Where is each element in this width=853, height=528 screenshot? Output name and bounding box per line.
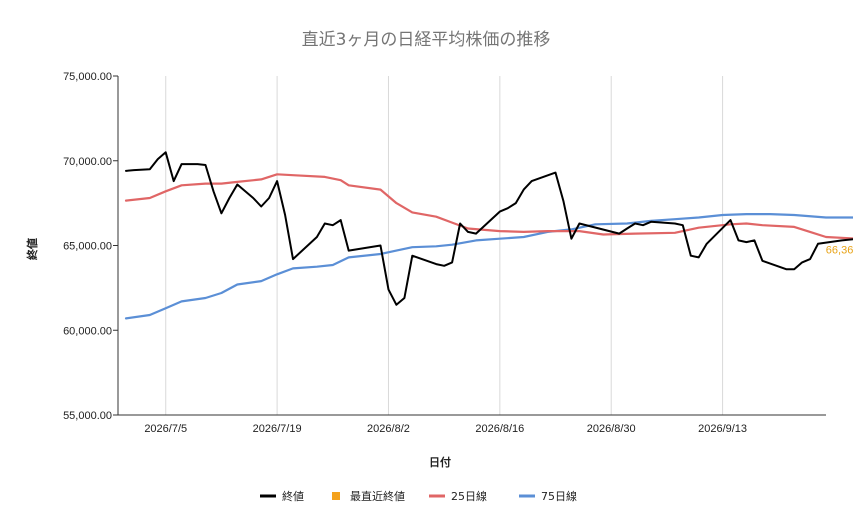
y-tick-label: 75,000.00 [63,71,112,83]
legend-label: 最直近終値 [350,489,405,503]
x-tick-label: 2026/7/5 [144,423,187,435]
legend-label: 終値 [282,489,304,503]
x-axis-title: 日付 [429,455,451,469]
y-axis-title: 終値 [25,238,39,260]
x-tick-label: 2026/8/2 [367,423,410,435]
series-group: 66,364.20 [124,151,853,320]
y-tick-label: 70,000.00 [63,156,112,168]
chart-title: 直近3ヶ月の日経平均株価の推移 [302,30,551,50]
series-line-ma25 [124,173,853,240]
y-tick-label: 60,000.00 [63,325,112,337]
x-tick-label: 2026/8/30 [587,423,636,435]
series-line-ma75 [124,213,853,320]
legend-swatch [332,492,340,500]
legend: 終値 最直近終値 25日線 75日線 [260,489,577,503]
x-tick-label: 2026/7/19 [253,423,302,435]
series-line-close [125,151,853,306]
x-tick-label: 2026/9/13 [698,423,747,435]
legend-label: 25日線 [451,489,487,503]
latest-close-label: 66,364.20 [826,244,853,256]
grid [165,76,724,415]
x-tick-label: 2026/8/16 [475,423,524,435]
y-tick-label: 55,000.00 [63,410,112,422]
legend-label: 75日線 [541,489,577,503]
axes: 2026/7/5 2026/7/19 2026/8/2 2026/8/16 2026/8… [63,71,826,435]
y-tick-label: 65,000.00 [63,241,112,253]
